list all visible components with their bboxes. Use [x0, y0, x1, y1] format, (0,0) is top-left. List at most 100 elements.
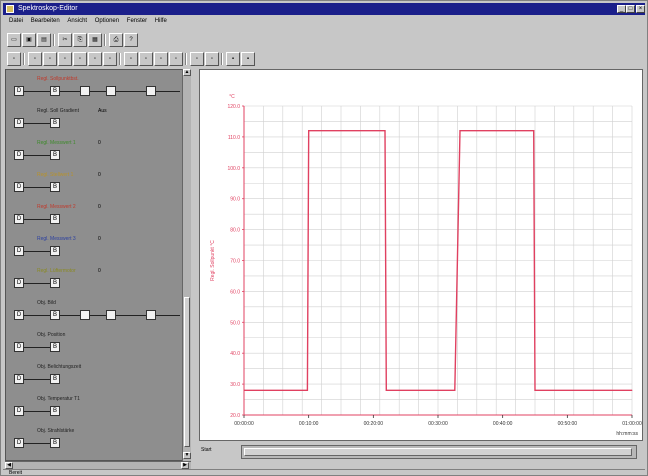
signal-wire: [24, 347, 50, 348]
signal-function-block[interactable]: B: [50, 438, 60, 448]
y-tick-label: 70.0: [230, 259, 240, 265]
signal-value: 0: [98, 236, 101, 242]
chart-panel: 120.0 110.0 100.0 90.0 80.0 70.0 60.0 50.0 40.0 3…: [199, 69, 643, 441]
signal-function-block[interactable]: B: [50, 246, 60, 256]
tool-12-button[interactable]: ▫: [205, 52, 219, 66]
tool-8-button[interactable]: ▫: [139, 52, 153, 66]
signal-wire: [24, 219, 50, 220]
scroll-down-button[interactable]: ▼: [183, 452, 191, 459]
signal-label: Obj. Strahlstärke: [37, 428, 75, 434]
signal-input-block[interactable]: D: [14, 342, 24, 352]
signal-function-block[interactable]: B: [50, 310, 60, 320]
menu-optionen[interactable]: Optionen: [94, 18, 120, 24]
signal-function-block[interactable]: B: [50, 406, 60, 416]
title-bar[interactable]: Spektroskop-Editor _ □ ×: [3, 3, 645, 15]
save-button[interactable]: ▤: [37, 33, 51, 47]
tool-5-button[interactable]: ▫: [88, 52, 102, 66]
scroll-up-button[interactable]: ▲: [183, 69, 191, 76]
copy-button[interactable]: ⎘: [73, 33, 87, 47]
signal-chain-block[interactable]: [146, 86, 156, 96]
signal-value: 0: [98, 140, 101, 146]
menu-bearbeiten[interactable]: Bearbeiten: [30, 18, 60, 24]
tool-1-button[interactable]: ▫: [28, 52, 42, 66]
signal-chain-block[interactable]: [146, 310, 156, 320]
signal-input-block[interactable]: D: [14, 406, 24, 416]
open-button[interactable]: ▣: [22, 33, 36, 47]
scroll-right-button[interactable]: ▶: [181, 462, 189, 469]
menu-ansicht[interactable]: Ansicht: [67, 18, 88, 24]
tool-10-button[interactable]: ▫: [169, 52, 183, 66]
cut-button[interactable]: ✂: [58, 33, 72, 47]
signal-function-block[interactable]: B: [50, 118, 60, 128]
signal-list-vertical-scrollbar[interactable]: ▲ ▼: [182, 69, 191, 461]
signal-list-horizontal-scrollbar[interactable]: ◀ ▶: [5, 461, 191, 469]
series-point: [631, 389, 633, 391]
tool-4-button[interactable]: ▫: [73, 52, 87, 66]
chart-time-scroll-thumb[interactable]: [244, 448, 632, 456]
series-line: [244, 130, 632, 391]
signal-function-block[interactable]: B: [50, 214, 60, 224]
signal-function-block[interactable]: B: [50, 182, 60, 192]
signal-chain-block[interactable]: [80, 86, 90, 96]
highlight-1-button[interactable]: ▪: [226, 52, 240, 66]
scroll-left-button[interactable]: ◀: [5, 462, 13, 469]
signal-input-block[interactable]: D: [14, 182, 24, 192]
highlight-2-button[interactable]: ▪: [241, 52, 255, 66]
y-tick-label: 110.0: [228, 135, 240, 141]
tool-select-button[interactable]: ▫: [7, 52, 21, 66]
signal-label: Regl. Stellwert 1: [37, 172, 74, 178]
status-bar: Bereit: [3, 469, 645, 476]
tool-6-button[interactable]: ▫: [103, 52, 117, 66]
menu-datei[interactable]: Datei: [9, 18, 24, 24]
new-file-button[interactable]: ▭: [7, 33, 21, 47]
tool-9-button[interactable]: ▫: [154, 52, 168, 66]
signal-input-block[interactable]: D: [14, 438, 24, 448]
signal-input-block[interactable]: D: [14, 310, 24, 320]
signal-chain-block[interactable]: [80, 310, 90, 320]
tool-3-button[interactable]: ▫: [58, 52, 72, 66]
signal-input-block[interactable]: D: [14, 278, 24, 288]
signal-wire: [24, 283, 50, 284]
signal-wire: [24, 123, 50, 124]
series-point: [454, 389, 456, 391]
toolbar-separator: [119, 53, 121, 65]
tool-11-button[interactable]: ▫: [190, 52, 204, 66]
signal-chain-block[interactable]: [106, 86, 116, 96]
signal-input-block[interactable]: D: [14, 118, 24, 128]
signal-chain-block[interactable]: [106, 310, 116, 320]
x-tick-label: 01:00:00: [622, 421, 642, 427]
signal-input-block[interactable]: D: [14, 86, 24, 96]
y-tick-label: 90.0: [230, 197, 240, 203]
signal-label: Regl. Sollpunktbst.: [37, 76, 79, 82]
x-tick-label: 00:50:00: [558, 421, 578, 427]
print-button[interactable]: ⎙: [109, 33, 123, 47]
series-point: [243, 389, 245, 391]
chart-time-scrollbar[interactable]: [241, 445, 637, 459]
signal-function-block[interactable]: B: [50, 278, 60, 288]
signal-input-block[interactable]: D: [14, 214, 24, 224]
signal-function-block[interactable]: B: [50, 86, 60, 96]
signal-input-block[interactable]: D: [14, 246, 24, 256]
signal-label: Obj. Belichtungszeit: [37, 364, 82, 370]
signal-label: Regl. Soll Gradient: [37, 108, 79, 114]
close-button[interactable]: ×: [636, 5, 645, 13]
signal-function-block[interactable]: B: [50, 150, 60, 160]
tool-2-button[interactable]: ▫: [43, 52, 57, 66]
menu-fenster[interactable]: Fenster: [126, 18, 148, 24]
maximize-button[interactable]: □: [626, 5, 635, 13]
scroll-thumb[interactable]: [184, 297, 190, 447]
signal-function-block[interactable]: B: [50, 342, 60, 352]
y-unit-label: °C: [229, 94, 235, 100]
y-tick-label: 40.0: [230, 351, 240, 357]
tool-7-button[interactable]: ▫: [124, 52, 138, 66]
minimize-button[interactable]: _: [617, 5, 626, 13]
signal-function-block[interactable]: B: [50, 374, 60, 384]
series-point: [306, 389, 308, 391]
help-button[interactable]: ?: [124, 33, 138, 47]
signal-input-block[interactable]: D: [14, 150, 24, 160]
menu-hilfe[interactable]: Hilfe: [154, 18, 167, 24]
paste-button[interactable]: ▦: [88, 33, 102, 47]
signal-input-block[interactable]: D: [14, 374, 24, 384]
y-tick-label: 120.0: [227, 104, 240, 110]
signal-wire: [24, 155, 50, 156]
